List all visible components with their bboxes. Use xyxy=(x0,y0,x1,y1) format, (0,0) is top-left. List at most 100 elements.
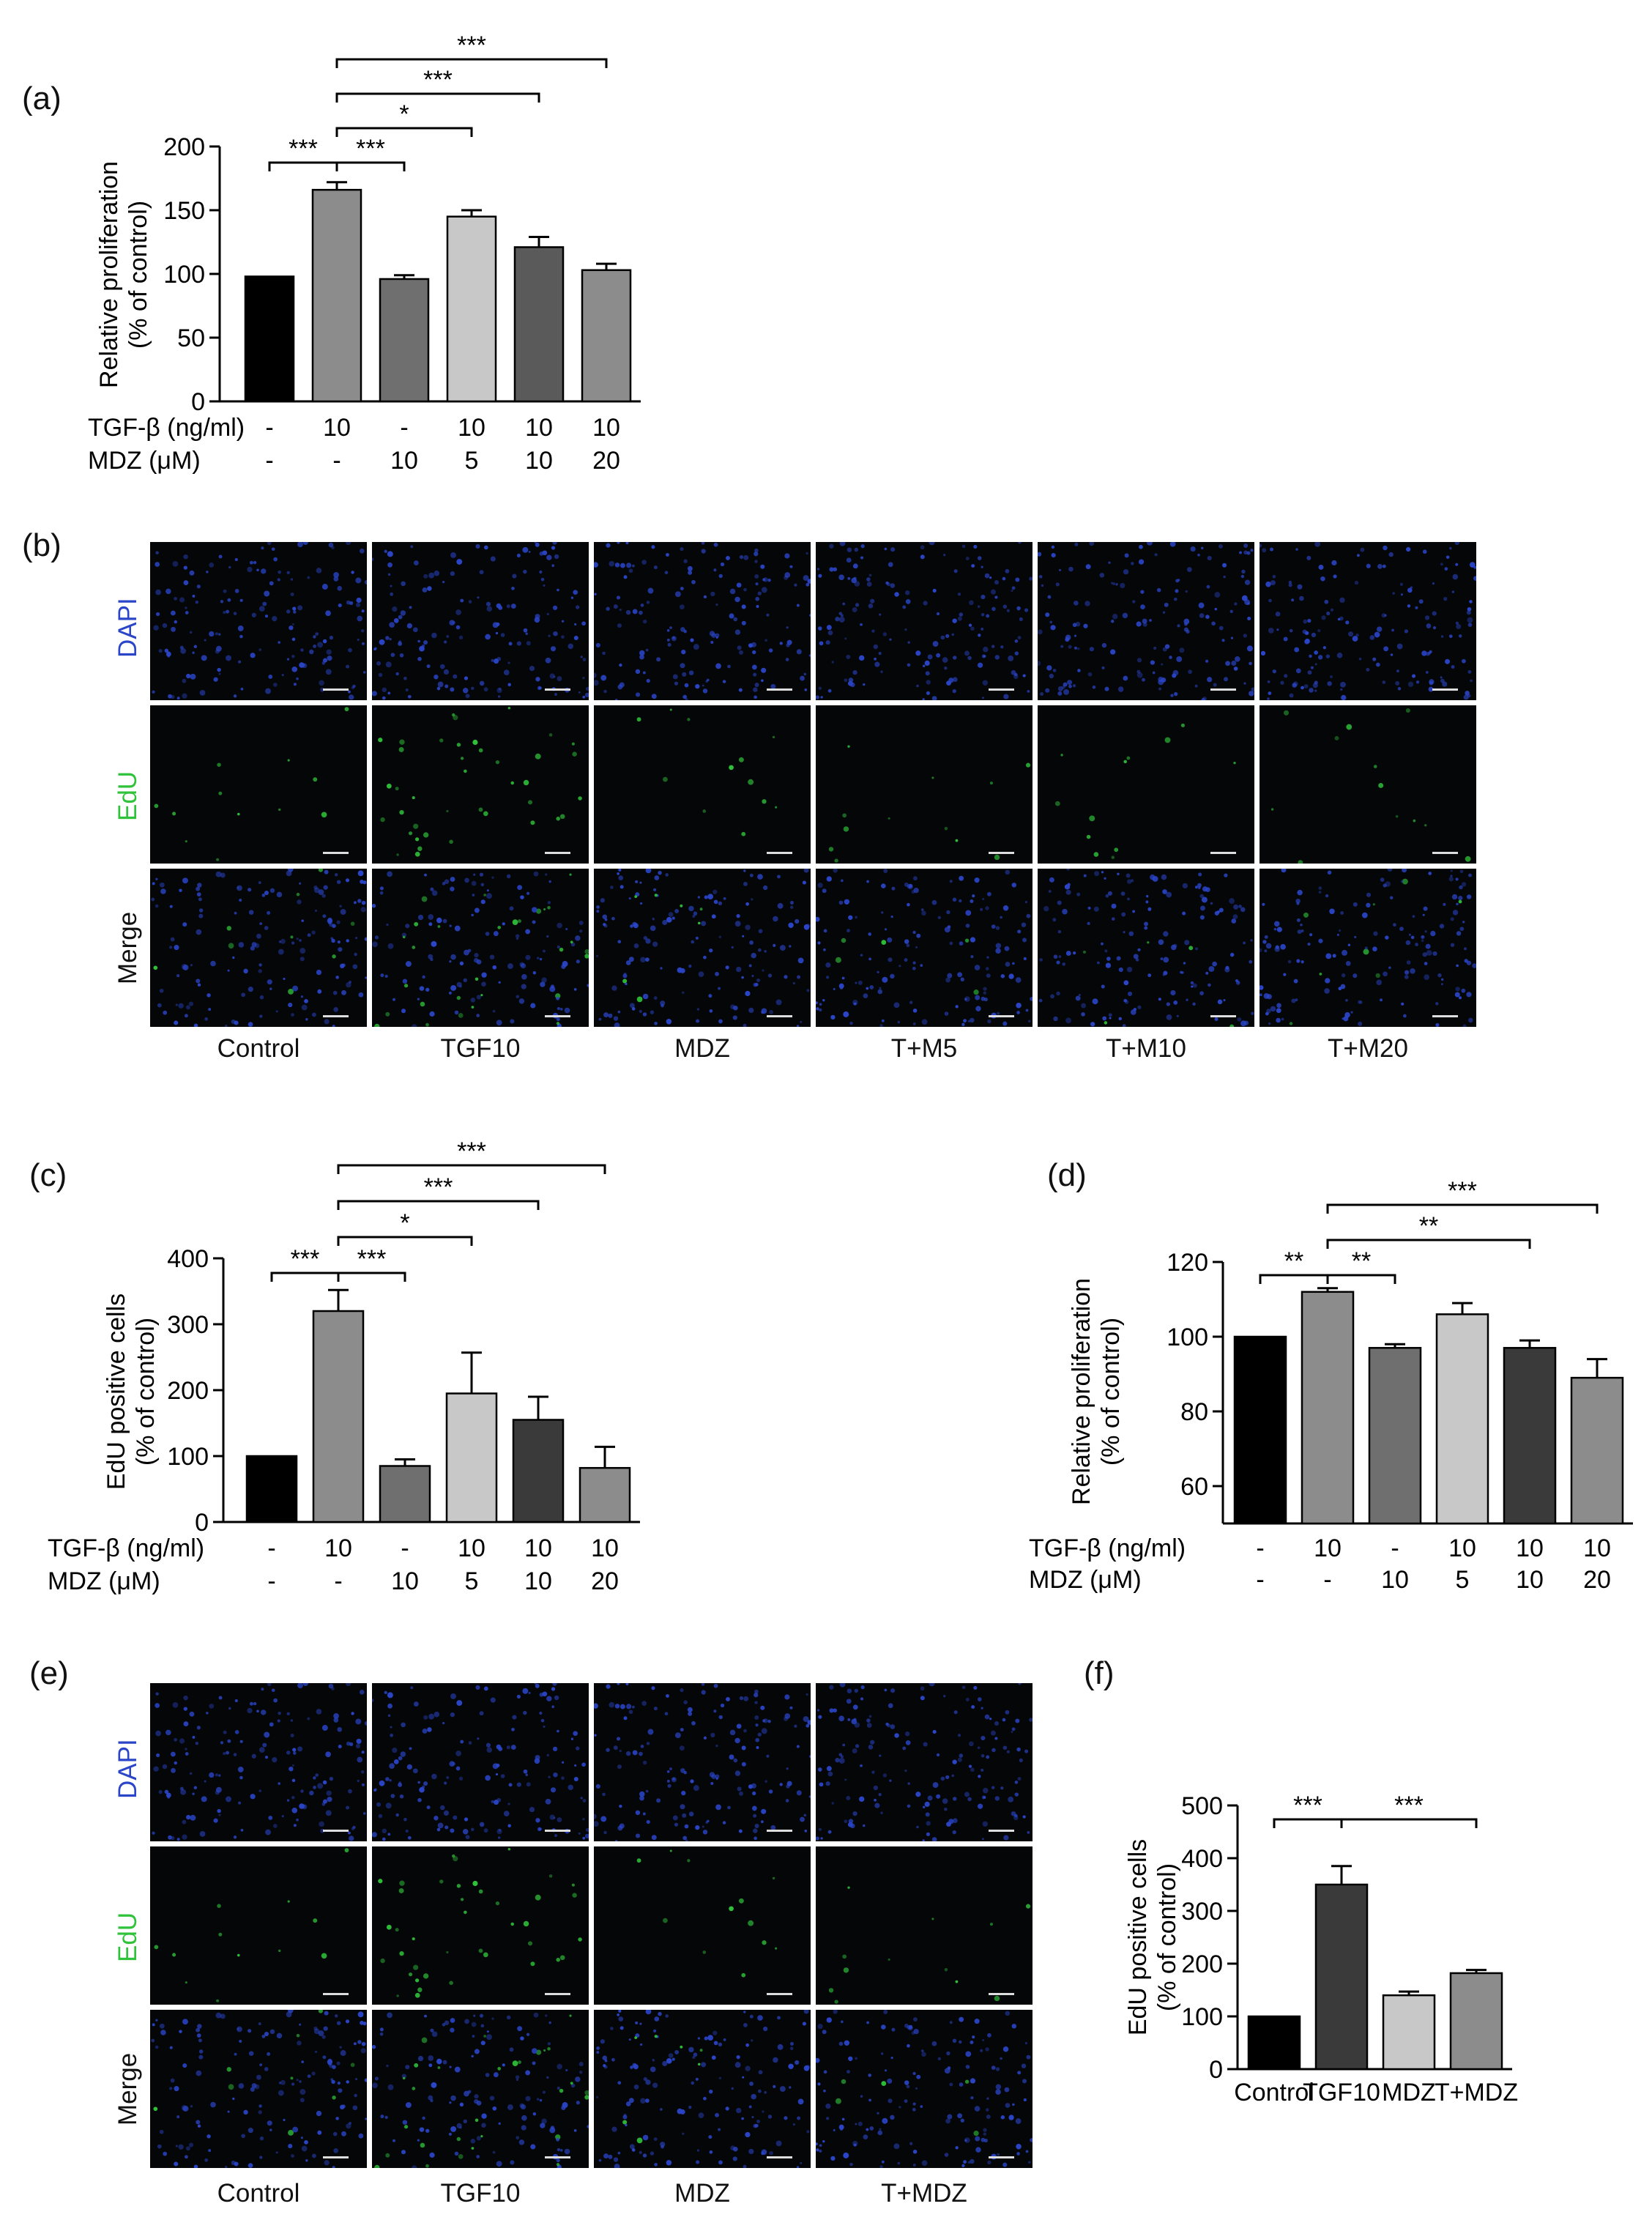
nucleus-dot xyxy=(291,667,298,672)
nucleus-dot xyxy=(269,581,274,586)
nucleus-dot xyxy=(1303,619,1308,624)
nucleus-dot xyxy=(172,812,176,816)
nucleus-dot xyxy=(1444,567,1448,571)
nucleus-dot xyxy=(1115,583,1118,586)
nucleus-dot xyxy=(547,906,551,910)
nucleus-dot xyxy=(833,987,836,990)
nucleus-dot xyxy=(964,938,970,943)
nucleus-dot xyxy=(1005,869,1011,875)
nucleus-dot xyxy=(844,899,850,905)
nucleus-dot xyxy=(1281,869,1287,873)
nucleus-dot xyxy=(1111,855,1115,859)
nucleus-dot xyxy=(444,640,447,644)
nucleus-dot xyxy=(534,542,537,543)
nucleus-dot xyxy=(701,1690,706,1695)
nucleus-dot xyxy=(723,2038,726,2041)
nucleus-dot xyxy=(847,1718,851,1721)
nucleus-dot xyxy=(616,1737,621,1741)
nucleus-dot xyxy=(715,663,721,669)
nucleus-dot xyxy=(278,1782,280,1785)
nucleus-dot xyxy=(893,1002,900,1009)
nucleus-dot xyxy=(1049,877,1054,883)
nucleus-dot xyxy=(293,1751,297,1755)
micrograph-image xyxy=(150,1683,367,1841)
nucleus-dot xyxy=(492,2106,497,2111)
micrograph-column-label: MDZ xyxy=(674,2179,730,2208)
nucleus-dot xyxy=(614,1022,620,1027)
nucleus-dot xyxy=(970,2096,974,2100)
nucleus-dot xyxy=(286,571,290,575)
nucleus-dot xyxy=(973,1685,978,1690)
nucleus-dot xyxy=(602,1792,606,1797)
nucleus-dot xyxy=(190,2105,193,2108)
nucleus-dot xyxy=(459,2102,464,2107)
nucleus-dot xyxy=(389,1763,395,1770)
nucleus-dot xyxy=(987,1019,991,1024)
nucleus-dot xyxy=(696,2160,700,2164)
nucleus-dot xyxy=(515,934,520,938)
nucleus-dot xyxy=(204,639,206,642)
nucleus-dot xyxy=(800,1816,805,1822)
cell-nuclei xyxy=(594,542,811,700)
nucleus-dot xyxy=(924,1801,930,1808)
nucleus-dot xyxy=(1022,938,1027,943)
nucleus-dot xyxy=(1324,599,1329,604)
nucleus-dot xyxy=(523,628,528,633)
nucleus-dot xyxy=(983,991,986,995)
nucleus-dot xyxy=(539,2098,543,2102)
nucleus-dot xyxy=(786,1767,789,1770)
nucleus-dot xyxy=(1243,682,1246,685)
nucleus-dot xyxy=(1425,670,1429,674)
nucleus-dot xyxy=(373,1789,376,1792)
nucleus-dot xyxy=(940,635,945,640)
nucleus-dot xyxy=(300,2137,303,2139)
nucleus-dot xyxy=(995,948,1001,954)
nucleus-dot xyxy=(456,743,461,747)
nucleus-dot xyxy=(233,694,237,698)
nucleus-dot xyxy=(498,1746,503,1751)
nucleus-dot xyxy=(297,605,303,611)
nucleus-dot xyxy=(1003,1835,1009,1841)
nucleus-dot xyxy=(322,1799,328,1804)
nucleus-dot xyxy=(510,1922,514,1926)
nucleus-dot xyxy=(385,636,390,640)
nucleus-dot xyxy=(1132,600,1136,604)
row-value: 10 xyxy=(1381,1566,1409,1594)
nucleus-dot xyxy=(636,1858,641,1863)
nucleus-dot xyxy=(183,565,187,570)
nucleus-dot xyxy=(316,2110,322,2117)
nucleus-dot xyxy=(1198,886,1201,889)
nucleus-dot xyxy=(192,651,195,654)
nucleus-dot xyxy=(764,950,767,953)
nucleus-dot xyxy=(578,921,584,926)
nucleus-dot xyxy=(507,661,510,664)
bar xyxy=(312,1310,365,1523)
nucleus-dot xyxy=(929,1683,935,1687)
nucleus-dot xyxy=(206,571,209,573)
nucleus-dot xyxy=(743,1696,749,1701)
nucleus-dot xyxy=(777,2016,781,2020)
nucleus-dot xyxy=(598,1017,602,1021)
nucleus-dot xyxy=(955,839,959,842)
nucleus-dot xyxy=(839,1683,846,1688)
nucleus-dot xyxy=(1016,1002,1022,1009)
nucleus-dot xyxy=(739,1696,744,1701)
nucleus-dot xyxy=(829,567,834,572)
nucleus-dot xyxy=(265,1829,271,1835)
nucleus-dot xyxy=(639,2022,642,2025)
nucleus-dot xyxy=(964,650,970,656)
nucleus-dot xyxy=(180,1789,187,1795)
nucleus-dot xyxy=(1000,974,1005,979)
nucleus-dot xyxy=(1298,860,1303,864)
scale-bar xyxy=(767,1015,792,1017)
nucleus-dot xyxy=(792,2123,795,2126)
nucleus-dot xyxy=(1303,912,1309,918)
nucleus-dot xyxy=(1385,935,1389,940)
nucleus-dot xyxy=(198,908,204,913)
nucleus-dot xyxy=(666,638,670,642)
nucleus-dot xyxy=(197,2124,201,2128)
nucleus-dot xyxy=(324,2011,329,2016)
y-tick-label: 80 xyxy=(1180,1398,1208,1426)
nucleus-dot xyxy=(278,2090,284,2096)
nucleus-dot xyxy=(527,1941,533,1946)
